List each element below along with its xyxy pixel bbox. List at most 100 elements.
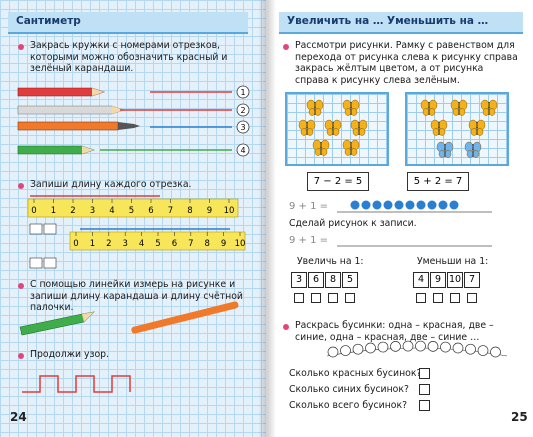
wing bbox=[350, 148, 358, 156]
circle-number: 1 bbox=[240, 88, 245, 97]
wing bbox=[488, 108, 496, 116]
question: Сколько синих бусинок? bbox=[289, 384, 409, 395]
wing bbox=[308, 108, 316, 116]
wing bbox=[344, 108, 352, 116]
label: Увеличь на 1: bbox=[297, 256, 364, 267]
ruler-label: 6 bbox=[148, 206, 153, 216]
number-cell: 9 bbox=[430, 272, 446, 288]
butterfly bbox=[436, 141, 454, 158]
wing bbox=[444, 150, 452, 158]
number-cell: 8 bbox=[325, 272, 341, 288]
numbered-circles: 1 2 3 4 bbox=[236, 85, 250, 157]
ruler-label: 7 bbox=[168, 206, 173, 216]
number-cell: 5 bbox=[342, 272, 358, 288]
wing bbox=[476, 128, 484, 136]
pencil-and-stick bbox=[19, 301, 239, 336]
ruler-label: 10 bbox=[235, 239, 246, 249]
bullet bbox=[283, 44, 289, 50]
bead bbox=[390, 341, 401, 352]
bead bbox=[383, 200, 393, 210]
answer-box bbox=[345, 293, 355, 303]
bead bbox=[402, 340, 414, 352]
left-drawings: 1 2 3 4 0 1 2 3 4 5 6 7 8 9 10 0 1 2 3 4 5 6 7 8 9 10 bbox=[17, 85, 250, 393]
circle bbox=[236, 85, 250, 99]
butterfly bbox=[312, 139, 330, 156]
bead bbox=[416, 200, 426, 210]
expression: 9 + 1 = bbox=[289, 235, 329, 246]
bullet bbox=[18, 183, 24, 189]
bead bbox=[438, 200, 448, 210]
answer-box bbox=[311, 293, 321, 303]
ruler-label: 4 bbox=[139, 239, 144, 249]
page-number: 24 bbox=[10, 410, 27, 424]
bullet bbox=[18, 44, 24, 50]
butterfly bbox=[468, 119, 486, 136]
butterfly bbox=[342, 139, 360, 156]
title: Сантиметр bbox=[16, 15, 81, 27]
butterfly bbox=[350, 119, 368, 136]
equation: 5 + 2 = 7 bbox=[407, 172, 469, 191]
bead bbox=[477, 345, 489, 356]
number-cell: 3 bbox=[291, 272, 307, 288]
ruler-label: 8 bbox=[204, 239, 209, 249]
task: Закрась кружки с номерами отрезков, кото… bbox=[30, 40, 228, 74]
bead bbox=[490, 346, 501, 358]
answer-box bbox=[467, 293, 477, 303]
bullet bbox=[18, 283, 24, 289]
wing bbox=[458, 108, 466, 116]
ruler-label: 0 bbox=[31, 206, 36, 216]
ruler-label: 8 bbox=[187, 206, 192, 216]
ruler-label: 7 bbox=[188, 239, 193, 249]
bead bbox=[352, 343, 364, 355]
answer-box bbox=[328, 293, 338, 303]
ruler-label: 5 bbox=[155, 239, 160, 249]
ruler-label: 9 bbox=[207, 206, 212, 216]
bead bbox=[350, 200, 360, 210]
bead bbox=[361, 200, 371, 210]
answer-box bbox=[419, 368, 430, 379]
wing bbox=[452, 108, 460, 116]
wing bbox=[326, 128, 334, 136]
answer-box bbox=[419, 384, 430, 395]
task: Запиши длину каждого отрезка. bbox=[30, 179, 192, 190]
bead bbox=[394, 200, 404, 210]
ruler-label: 6 bbox=[172, 239, 177, 249]
ruler-label: 3 bbox=[90, 206, 95, 216]
wing bbox=[332, 128, 340, 136]
bead bbox=[449, 200, 459, 210]
butterfly bbox=[430, 119, 448, 136]
answer-box bbox=[419, 400, 430, 411]
circle-number: 4 bbox=[240, 146, 245, 155]
task: Рассмотри рисунки. Рамку с равенством дл… bbox=[295, 40, 518, 86]
circle bbox=[236, 103, 250, 117]
ruler-label: 5 bbox=[129, 206, 134, 216]
expression: 9 + 1 = bbox=[289, 201, 329, 212]
wing bbox=[466, 150, 474, 158]
wing bbox=[306, 128, 314, 136]
wing bbox=[422, 108, 430, 116]
answer-box bbox=[433, 293, 443, 303]
wing bbox=[432, 128, 440, 136]
wing bbox=[314, 148, 322, 156]
circle bbox=[236, 120, 250, 134]
task: С помощью линейки измерь на рисунке и за… bbox=[30, 279, 243, 313]
ruler-label: 4 bbox=[109, 206, 114, 216]
spine bbox=[258, 0, 276, 437]
bead bbox=[440, 341, 451, 353]
wing bbox=[350, 108, 358, 116]
butterfly bbox=[464, 141, 482, 158]
prompt: Сделай рисунок к записи. bbox=[289, 218, 417, 229]
ruler-label: 10 bbox=[224, 206, 235, 216]
question: Сколько красных бусинок? bbox=[289, 368, 422, 379]
task: Раскрась бусинки: одна – красная, две – … bbox=[295, 320, 494, 343]
ruler-label: 3 bbox=[122, 239, 127, 249]
wing bbox=[482, 108, 490, 116]
bead bbox=[372, 200, 382, 210]
header: Сантиметр bbox=[8, 12, 248, 34]
wing bbox=[470, 128, 478, 136]
butterfly bbox=[324, 119, 342, 136]
bead bbox=[427, 200, 437, 210]
pencils bbox=[17, 87, 232, 155]
number-cell: 6 bbox=[308, 272, 324, 288]
